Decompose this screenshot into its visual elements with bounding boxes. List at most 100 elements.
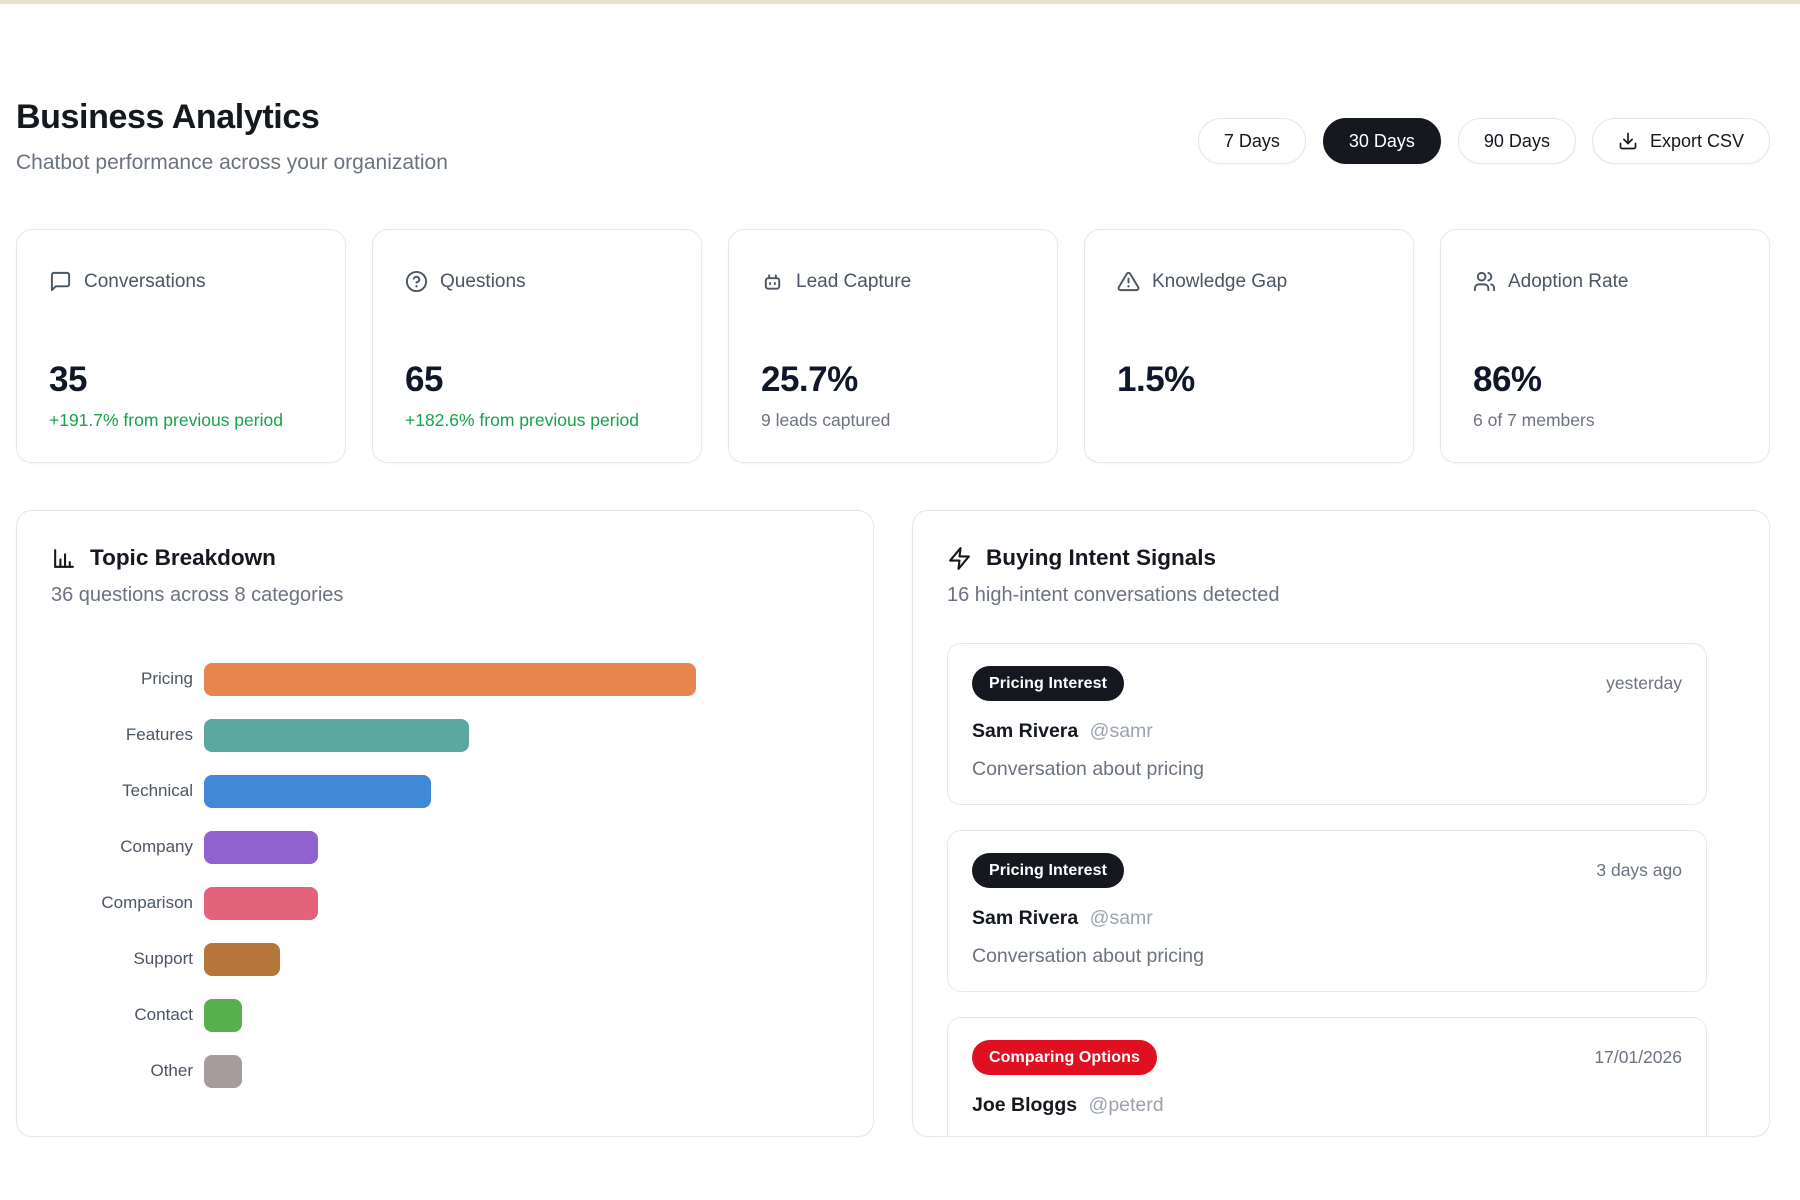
intent-badge: Comparing Options bbox=[972, 1040, 1158, 1075]
chart-bar bbox=[204, 886, 318, 920]
stat-card-header: Adoption Rate bbox=[1473, 270, 1737, 293]
stat-label: Adoption Rate bbox=[1508, 270, 1629, 292]
buying-intent-panel: Buying Intent Signals 16 high-intent con… bbox=[912, 510, 1770, 1137]
chart-row: Technical bbox=[51, 763, 839, 819]
chart-bar bbox=[204, 718, 469, 752]
intent-signal-list[interactable]: Pricing Interest yesterday Sam Rivera @s… bbox=[947, 643, 1735, 1136]
stat-card-header: Questions bbox=[405, 270, 669, 293]
stat-foot bbox=[1117, 410, 1381, 432]
intent-signal-card[interactable]: Pricing Interest yesterday Sam Rivera @s… bbox=[947, 643, 1707, 805]
alert-icon bbox=[1117, 270, 1140, 293]
chart-category-label: Other bbox=[150, 1061, 193, 1080]
intent-time: yesterday bbox=[1606, 673, 1682, 693]
stat-value: 25.7% bbox=[761, 360, 858, 399]
intent-description bbox=[972, 1132, 1682, 1136]
stat-value: 35 bbox=[49, 360, 87, 399]
chart-bar-area bbox=[193, 662, 839, 696]
stat-card-header: Knowledge Gap bbox=[1117, 270, 1381, 293]
topic-breakdown-chart: Pricing Features Technical Company Compa… bbox=[51, 651, 839, 1099]
topic-breakdown-subtitle: 36 questions across 8 categories bbox=[51, 584, 344, 606]
intent-user-handle: @peterd bbox=[1088, 1094, 1164, 1116]
chart-row: Features bbox=[51, 707, 839, 763]
intent-card-top: Comparing Options 17/01/2026 bbox=[972, 1040, 1682, 1075]
stat-label: Knowledge Gap bbox=[1152, 270, 1288, 292]
date-range-button[interactable]: 7 Days bbox=[1197, 118, 1306, 164]
chart-bar bbox=[204, 1054, 242, 1088]
intent-signal-card[interactable]: Pricing Interest 3 days ago Sam Rivera @… bbox=[947, 830, 1707, 992]
date-range-label: 7 Days bbox=[1223, 130, 1280, 151]
intent-card-top: Pricing Interest yesterday bbox=[972, 666, 1682, 701]
stat-label: Lead Capture bbox=[796, 270, 912, 292]
date-range-label: 30 Days bbox=[1348, 130, 1415, 151]
intent-name-row: Joe Bloggs @peterd bbox=[972, 1094, 1682, 1117]
chart-bar-area bbox=[193, 718, 839, 752]
analytics-page: Business Analytics Chatbot performance a… bbox=[0, 98, 1800, 1137]
stats-row: Conversations 35 +191.7% from previous p… bbox=[16, 229, 1770, 463]
chart-row: Pricing bbox=[51, 651, 839, 707]
intent-time: 3 days ago bbox=[1596, 860, 1682, 880]
chart-row: Other bbox=[51, 1043, 839, 1099]
stat-card: Conversations 35 +191.7% from previous p… bbox=[16, 229, 346, 463]
header-toolbar: 7 Days 30 Days 90 Days Export CSV bbox=[1197, 118, 1770, 164]
chart-row: Contact bbox=[51, 987, 839, 1043]
stat-foot: 6 of 7 members bbox=[1473, 410, 1595, 430]
chart-category-label: Comparison bbox=[101, 893, 193, 912]
chart-row: Company bbox=[51, 819, 839, 875]
intent-user-name: Sam Rivera bbox=[972, 907, 1079, 929]
stat-value: 65 bbox=[405, 360, 443, 399]
intent-user-name: Joe Bloggs bbox=[972, 1094, 1078, 1116]
chart-bar bbox=[204, 942, 280, 976]
stat-foot: +191.7% from previous period bbox=[49, 410, 283, 430]
page-title: Business Analytics bbox=[16, 98, 320, 136]
intent-signal-card[interactable]: Comparing Options 17/01/2026 Joe Bloggs … bbox=[947, 1017, 1707, 1136]
stat-card-header: Lead Capture bbox=[761, 270, 1025, 293]
date-range-button[interactable]: 30 Days bbox=[1322, 118, 1441, 164]
date-range-label: 90 Days bbox=[1483, 130, 1550, 151]
intent-user-handle: @samr bbox=[1089, 907, 1153, 929]
chart-bar-area bbox=[193, 886, 839, 920]
chart-category-label: Company bbox=[120, 837, 193, 856]
chart-bar-area bbox=[193, 942, 839, 976]
stat-foot: 9 leads captured bbox=[761, 410, 891, 430]
buying-intent-title: Buying Intent Signals bbox=[986, 545, 1217, 570]
users-icon bbox=[1473, 270, 1496, 293]
intent-user-handle: @samr bbox=[1089, 720, 1153, 742]
chart-bar-area bbox=[193, 774, 839, 808]
intent-card-top: Pricing Interest 3 days ago bbox=[972, 853, 1682, 888]
intent-badge: Pricing Interest bbox=[972, 666, 1125, 701]
chart-row: Comparison bbox=[51, 875, 839, 931]
intent-user-name: Sam Rivera bbox=[972, 720, 1079, 742]
message-icon bbox=[49, 270, 72, 293]
intent-name-row: Sam Rivera @samr bbox=[972, 720, 1682, 743]
date-range-button[interactable]: 90 Days bbox=[1457, 118, 1576, 164]
stat-label: Questions bbox=[440, 270, 526, 292]
stat-foot: +182.6% from previous period bbox=[405, 410, 639, 430]
stat-value: 1.5% bbox=[1117, 360, 1195, 399]
chart-row: Support bbox=[51, 931, 839, 987]
stat-card: Knowledge Gap 1.5% bbox=[1084, 229, 1414, 463]
bar-chart-icon bbox=[51, 546, 76, 571]
chart-bar-area bbox=[193, 830, 839, 864]
chart-category-label: Contact bbox=[134, 1005, 193, 1024]
buying-intent-header: Buying Intent Signals bbox=[947, 545, 1735, 571]
chart-category-label: Technical bbox=[122, 781, 193, 800]
chart-bar-area bbox=[193, 998, 839, 1032]
page-header: Business Analytics Chatbot performance a… bbox=[16, 98, 1770, 175]
intent-badge: Pricing Interest bbox=[972, 853, 1125, 888]
intent-name-row: Sam Rivera @samr bbox=[972, 907, 1682, 930]
chart-bar bbox=[204, 998, 242, 1032]
top-accent-strip bbox=[0, 0, 1800, 4]
topic-breakdown-panel: Topic Breakdown 36 questions across 8 ca… bbox=[16, 510, 874, 1137]
stat-card: Lead Capture 25.7% 9 leads captured bbox=[728, 229, 1058, 463]
export-csv-label: Export CSV bbox=[1649, 130, 1744, 151]
buying-intent-subtitle: 16 high-intent conversations detected bbox=[947, 584, 1280, 606]
export-csv-button[interactable]: Export CSV bbox=[1591, 118, 1770, 164]
topic-breakdown-header: Topic Breakdown bbox=[51, 545, 839, 571]
lightning-icon bbox=[947, 546, 972, 571]
help-icon bbox=[405, 270, 428, 293]
chart-bar-area bbox=[193, 1054, 839, 1088]
intent-description: Conversation about pricing bbox=[972, 945, 1204, 967]
chart-category-label: Pricing bbox=[141, 669, 193, 688]
stat-card: Questions 65 +182.6% from previous perio… bbox=[372, 229, 702, 463]
robot-icon bbox=[761, 270, 784, 293]
